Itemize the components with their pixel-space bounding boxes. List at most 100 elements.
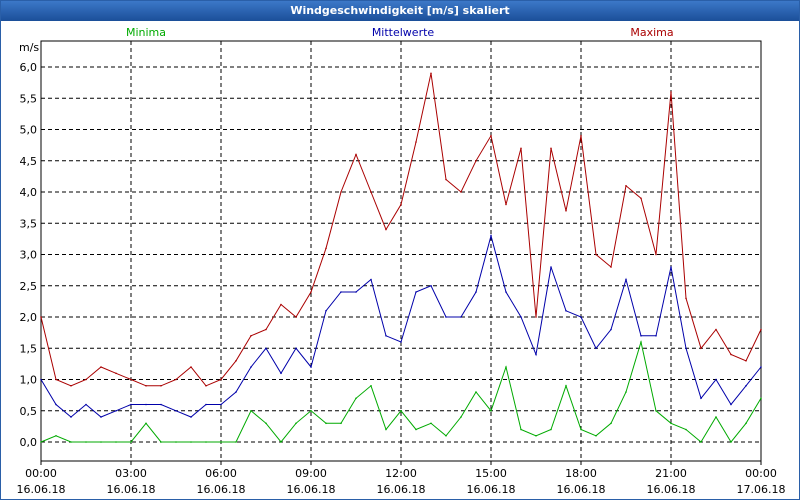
data-point-maxima xyxy=(55,378,57,381)
data-point-maxima xyxy=(85,378,87,381)
data-point-maxima xyxy=(490,135,492,137)
data-point-minima xyxy=(580,428,582,431)
data-point-minima xyxy=(280,441,282,443)
data-point-minima xyxy=(565,385,567,387)
data-point-mittelwerte xyxy=(565,310,567,312)
data-point-maxima xyxy=(280,303,282,306)
data-point-maxima xyxy=(175,378,177,381)
y-tick-label: 1,5 xyxy=(20,342,38,355)
legend-minima: Minima xyxy=(126,26,166,39)
x-tick-time: 09:00 xyxy=(295,467,327,480)
data-point-maxima xyxy=(160,385,162,387)
data-point-maxima xyxy=(235,360,237,362)
data-point-mittelwerte xyxy=(460,316,462,318)
y-tick-label: 4,5 xyxy=(20,155,38,168)
data-point-maxima xyxy=(430,72,432,75)
data-point-mittelwerte xyxy=(490,235,492,237)
data-point-minima xyxy=(130,441,132,443)
x-tick-date: 16.06.18 xyxy=(647,483,696,496)
x-tick-time: 03:00 xyxy=(115,467,147,480)
data-point-minima xyxy=(760,397,762,400)
data-point-maxima xyxy=(355,153,357,156)
x-tick-date: 16.06.18 xyxy=(197,483,246,496)
data-point-minima xyxy=(70,441,72,443)
data-point-mittelwerte xyxy=(625,278,627,281)
data-point-mittelwerte xyxy=(40,378,42,381)
y-tick-label: 0,0 xyxy=(20,436,38,449)
data-point-minima xyxy=(145,422,147,425)
data-point-maxima xyxy=(610,266,612,268)
data-point-minima xyxy=(355,397,357,400)
data-point-maxima xyxy=(70,385,72,387)
data-point-mittelwerte xyxy=(340,291,342,293)
data-point-minima xyxy=(700,441,702,443)
data-point-minima xyxy=(430,422,432,425)
data-point-mittelwerte xyxy=(700,397,702,400)
data-point-minima xyxy=(370,385,372,387)
data-point-minima xyxy=(610,422,612,425)
data-point-minima xyxy=(670,422,672,425)
data-point-mittelwerte xyxy=(310,366,312,368)
data-point-minima xyxy=(640,341,642,343)
data-point-minima xyxy=(460,416,462,418)
data-point-minima xyxy=(490,410,492,412)
data-point-mittelwerte xyxy=(715,378,717,381)
data-point-mittelwerte xyxy=(325,310,327,312)
data-point-maxima xyxy=(535,316,537,318)
x-tick-time: 12:00 xyxy=(385,467,417,480)
y-tick-label: 4,0 xyxy=(20,186,38,199)
data-point-mittelwerte xyxy=(415,291,417,293)
data-point-mittelwerte xyxy=(370,278,372,281)
legend-maxima: Maxima xyxy=(630,26,673,39)
x-tick-time: 18:00 xyxy=(565,467,597,480)
data-point-minima xyxy=(160,441,162,443)
data-point-minima xyxy=(475,391,477,393)
data-point-minima xyxy=(340,422,342,425)
data-point-mittelwerte xyxy=(730,403,732,406)
data-point-mittelwerte xyxy=(265,347,267,350)
data-point-maxima xyxy=(370,191,372,193)
x-tick-date: 16.06.18 xyxy=(107,483,156,496)
data-point-mittelwerte xyxy=(475,291,477,293)
data-point-maxima xyxy=(220,378,222,381)
data-point-minima xyxy=(715,416,717,418)
data-point-mittelwerte xyxy=(55,403,57,406)
window-title: Windgeschwindigkeit [m/s] skaliert xyxy=(1,1,799,21)
data-point-mittelwerte xyxy=(760,366,762,368)
data-point-maxima xyxy=(655,253,657,256)
data-point-maxima xyxy=(580,135,582,137)
data-point-maxima xyxy=(265,328,267,331)
data-point-minima xyxy=(685,428,687,431)
data-point-maxima xyxy=(415,141,417,143)
data-point-maxima xyxy=(145,385,147,387)
y-tick-label: 2,5 xyxy=(20,280,38,293)
data-point-mittelwerte xyxy=(85,403,87,406)
y-tick-label: 2,0 xyxy=(20,311,38,324)
data-point-minima xyxy=(745,422,747,425)
data-point-minima xyxy=(400,410,402,412)
y-tick-label: 6,0 xyxy=(20,61,38,74)
data-point-minima xyxy=(520,428,522,431)
data-point-minima xyxy=(115,441,117,443)
data-point-maxima xyxy=(670,91,672,93)
data-point-maxima xyxy=(625,185,627,187)
data-point-minima xyxy=(295,422,297,425)
data-point-minima xyxy=(535,435,537,437)
data-point-minima xyxy=(220,441,222,443)
data-point-minima xyxy=(415,428,417,431)
data-point-mittelwerte xyxy=(235,391,237,393)
data-point-mittelwerte xyxy=(520,316,522,318)
data-point-maxima xyxy=(115,372,117,375)
data-point-mittelwerte xyxy=(610,328,612,331)
data-point-maxima xyxy=(700,347,702,350)
data-point-mittelwerte xyxy=(100,416,102,418)
data-point-mittelwerte xyxy=(400,341,402,343)
data-point-mittelwerte xyxy=(70,416,72,418)
data-point-minima xyxy=(505,366,507,368)
data-point-mittelwerte xyxy=(130,403,132,406)
data-point-mittelwerte xyxy=(685,347,687,350)
y-tick-label: 5,0 xyxy=(20,124,38,137)
data-point-maxima xyxy=(685,297,687,300)
x-tick-date: 17.06.18 xyxy=(737,483,786,496)
